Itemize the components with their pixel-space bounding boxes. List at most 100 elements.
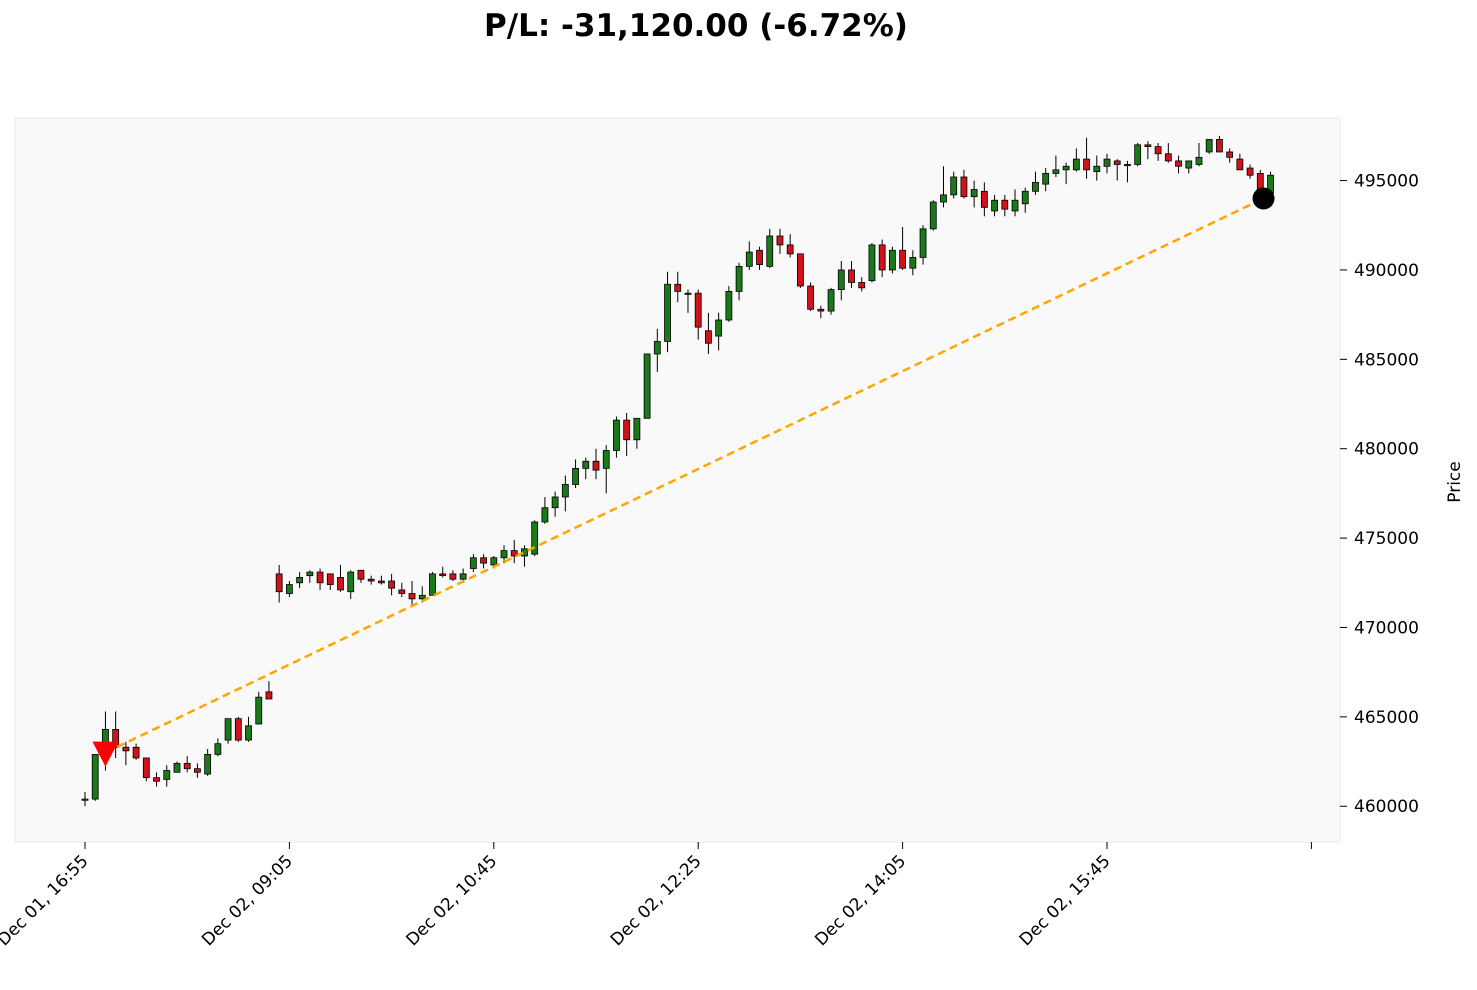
candle <box>449 570 457 582</box>
candle-body <box>970 189 978 198</box>
candle-body <box>337 577 344 591</box>
candle-body <box>214 743 222 755</box>
candle-body <box>500 550 508 559</box>
candle-body <box>633 417 641 441</box>
candle-body <box>275 573 283 593</box>
chart-title: P/L: -31,120.00 (-6.72%) <box>484 8 908 44</box>
candle <box>316 568 324 590</box>
candle <box>1246 164 1254 179</box>
candle-body <box>1093 165 1101 173</box>
candle <box>367 575 375 585</box>
candle <box>643 353 651 419</box>
candle-body <box>285 584 293 594</box>
candle-body <box>234 718 242 741</box>
candle <box>602 445 610 494</box>
candle <box>960 169 968 199</box>
candle-body <box>306 571 314 577</box>
y-tick-label: 470000 <box>1354 618 1419 638</box>
candle <box>919 225 927 265</box>
candle-body <box>388 580 396 589</box>
candle-body <box>1032 181 1039 192</box>
y-tick-label: 465000 <box>1354 708 1419 728</box>
x-tick-label: Dec 02, 14:05 <box>811 851 910 950</box>
candle <box>623 412 631 456</box>
candle-body <box>756 249 763 265</box>
candle <box>858 277 866 292</box>
candle-body <box>602 450 610 469</box>
candle-body <box>429 573 436 596</box>
candle-body <box>725 291 733 321</box>
candle-body <box>674 283 682 292</box>
candle <box>81 791 89 807</box>
candle <box>480 554 487 569</box>
candle-body <box>1021 190 1029 205</box>
candle <box>531 520 539 556</box>
candle-body <box>613 419 620 451</box>
candle <box>153 772 160 787</box>
candle <box>868 243 876 283</box>
candle <box>132 743 140 760</box>
candle <box>797 253 804 288</box>
candle-body <box>572 467 579 485</box>
candle-body <box>858 282 866 289</box>
candle-body <box>766 235 774 267</box>
candle <box>388 573 396 596</box>
candle-body <box>204 754 212 775</box>
candle-body <box>1042 173 1050 185</box>
candle <box>980 182 988 217</box>
x-tick-label: Dec 01, 16:55 <box>0 851 93 950</box>
candle <box>1103 153 1111 174</box>
candle <box>429 572 436 596</box>
candle-body <box>122 746 130 752</box>
candle <box>1093 155 1101 181</box>
y-tick-label: 495000 <box>1354 172 1419 192</box>
candle-body <box>112 728 120 748</box>
candle-body <box>510 550 518 557</box>
candle-body <box>592 460 600 471</box>
candle <box>194 763 201 778</box>
candle <box>1175 155 1182 174</box>
candle <box>1062 162 1070 185</box>
candle <box>1195 143 1203 167</box>
candle-body <box>715 319 723 337</box>
candle-body <box>950 176 958 196</box>
candle-body <box>81 798 89 801</box>
candle-body <box>807 285 815 310</box>
candle-body <box>940 194 947 203</box>
candle-body <box>705 330 712 344</box>
candle <box>633 417 641 449</box>
candle <box>275 564 283 603</box>
candle <box>756 246 763 270</box>
candle-body <box>142 757 150 779</box>
candle-body <box>490 557 498 566</box>
candle <box>214 738 222 757</box>
candle <box>1011 189 1019 217</box>
candle-body <box>316 571 324 584</box>
candle <box>1001 194 1009 217</box>
candle <box>112 711 120 758</box>
candle <box>561 475 569 512</box>
candle-body <box>1103 158 1111 167</box>
candle <box>827 287 835 315</box>
y-tick-label: 475000 <box>1354 529 1419 549</box>
candle <box>940 166 947 208</box>
candle-body <box>377 580 385 584</box>
candle <box>837 261 845 301</box>
candle-body <box>1205 139 1213 153</box>
candle <box>296 572 304 589</box>
candle <box>551 491 559 517</box>
plot-area <box>14 117 1341 843</box>
candle <box>1185 160 1193 174</box>
candle <box>592 448 600 480</box>
candle <box>572 459 579 489</box>
y-axis-label: Price <box>1445 461 1465 502</box>
candle <box>807 282 815 312</box>
candle <box>950 171 958 199</box>
candle-body <box>326 573 334 585</box>
candle-body <box>265 691 273 700</box>
candle-body <box>418 594 426 600</box>
candle-body <box>868 244 876 282</box>
candle <box>664 271 671 353</box>
candle <box>1236 153 1244 171</box>
